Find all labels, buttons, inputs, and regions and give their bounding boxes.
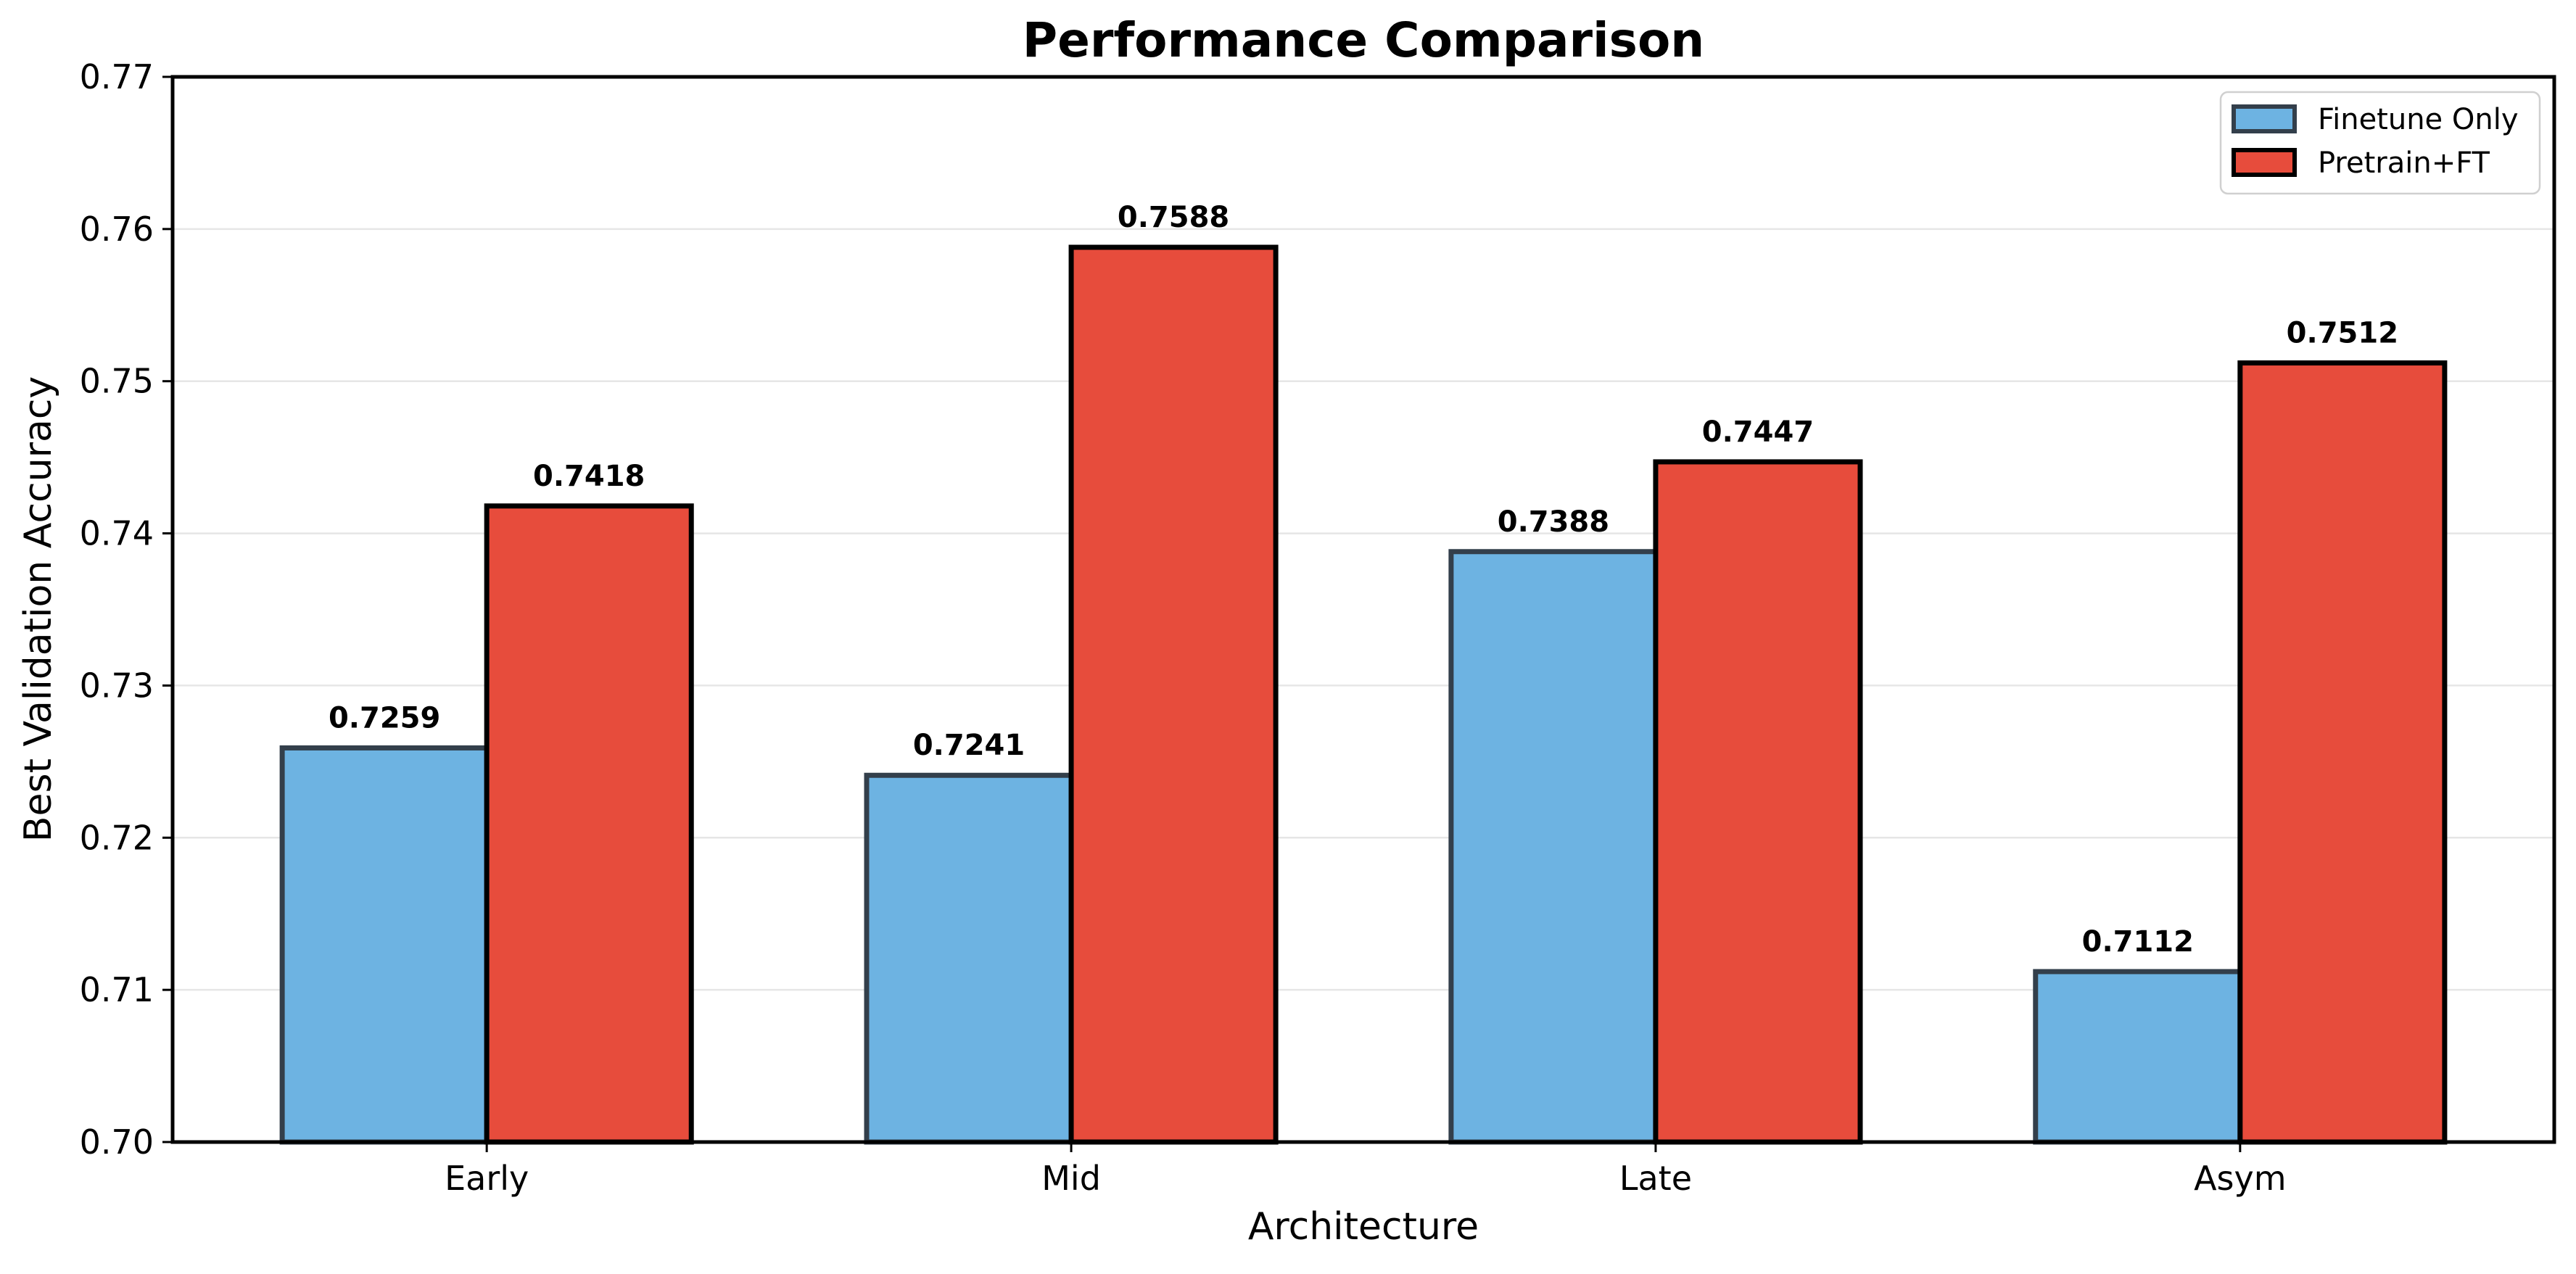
bar-pretrain-ft-asym — [2237, 360, 2448, 1145]
x-axis-label: Architecture — [1248, 1205, 1479, 1249]
bar-pretrain-ft-late — [1653, 459, 1863, 1145]
bar-value-label: 0.7418 — [533, 460, 645, 493]
legend-label: Pretrain+FT — [2318, 146, 2490, 180]
chart-title: Performance Comparison — [1023, 12, 1705, 68]
bar-pretrain-ft-mid — [1068, 244, 1279, 1145]
bar-value-label: 0.7512 — [2287, 317, 2398, 350]
x-tick-label: Mid — [1041, 1159, 1101, 1198]
y-tick-label: 0.75 — [80, 362, 154, 401]
y-tick-label: 0.70 — [80, 1122, 154, 1162]
plot-frame — [170, 75, 2556, 1144]
legend-label: Finetune Only — [2318, 103, 2519, 136]
legend: Finetune Only Pretrain+FT — [2219, 91, 2541, 195]
y-tick-label: 0.72 — [80, 818, 154, 857]
y-tick-label: 0.77 — [80, 57, 154, 96]
x-tick-label: Early — [445, 1159, 529, 1198]
bar-value-label: 0.7259 — [329, 701, 440, 735]
bar-finetune-only-late — [1448, 549, 1659, 1145]
bar-value-label: 0.7388 — [1498, 505, 1609, 539]
bars — [279, 244, 2448, 1145]
bar-pretrain-ft-early — [484, 503, 694, 1145]
axis-ticks: 0.70 0.71 0.72 0.73 0.74 0.75 0.76 0.77 Early Mid… — [80, 57, 2287, 1198]
legend-swatch-finetune-only — [2232, 104, 2297, 133]
legend-swatch-pretrain-ft — [2232, 148, 2297, 177]
y-axis-label: Best Validation Accuracy — [17, 376, 60, 842]
y-tick-label: 0.74 — [80, 514, 154, 553]
bar-finetune-only-early — [279, 745, 490, 1145]
bar-value-label: 0.7588 — [1118, 201, 1229, 234]
bar-value-label: 0.7447 — [1702, 415, 1814, 449]
bar-value-label: 0.7241 — [913, 729, 1025, 762]
legend-box — [2219, 91, 2541, 195]
bar-finetune-only-asym — [2033, 969, 2243, 1145]
bar-value-label: 0.7112 — [2082, 925, 2194, 959]
x-tick-label: Asym — [2194, 1159, 2286, 1198]
bar-finetune-only-mid — [864, 772, 1074, 1145]
value-labels: 0.7259 0.7241 0.7388 0.7112 0.7418 0.7588 0.74… — [329, 201, 2398, 959]
y-tick-label: 0.73 — [80, 666, 154, 705]
y-tick-label: 0.76 — [80, 210, 154, 249]
x-tick-label: Late — [1619, 1159, 1692, 1198]
y-tick-label: 0.71 — [80, 970, 154, 1009]
